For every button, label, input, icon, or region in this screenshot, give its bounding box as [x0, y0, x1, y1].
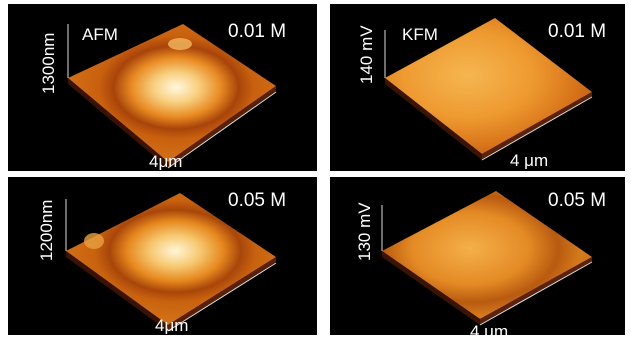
- concentration-label: 0.05 M: [228, 190, 287, 211]
- width-scale-label: 4 μm: [510, 151, 549, 170]
- height-scale-label: 1200nm: [37, 199, 56, 261]
- height-scale-label: 140 mV: [357, 25, 376, 84]
- concentration-label: 0.01 M: [228, 21, 287, 42]
- mode-label: KFM: [402, 25, 438, 44]
- kfm-surface-001: [384, 18, 593, 161]
- afm-surface-005: [65, 193, 277, 332]
- afm-panel-001: AFM 0.01 M 1300nm 4μm: [8, 4, 317, 171]
- mode-label: AFM: [82, 25, 118, 44]
- width-scale-label: 4 μm: [470, 322, 509, 335]
- afm-surface-001: [67, 24, 277, 169]
- kfm-panel-005: 0.05 M 130 mV 4 μm: [330, 177, 625, 335]
- width-scale-label: 4μm: [155, 316, 189, 335]
- kfm-surface-005: [381, 191, 593, 326]
- afm-panel-005: 0.05 M 1200nm 4μm: [8, 177, 317, 335]
- kfm-panel-001: KFM 0.01 M 140 mV 4 μm: [330, 4, 625, 171]
- concentration-label: 0.05 M: [548, 190, 607, 211]
- width-scale-label: 4μm: [149, 152, 183, 171]
- concentration-label: 0.01 M: [548, 21, 607, 42]
- height-scale-label: 130 mV: [355, 202, 374, 261]
- height-scale-label: 1300nm: [39, 32, 58, 94]
